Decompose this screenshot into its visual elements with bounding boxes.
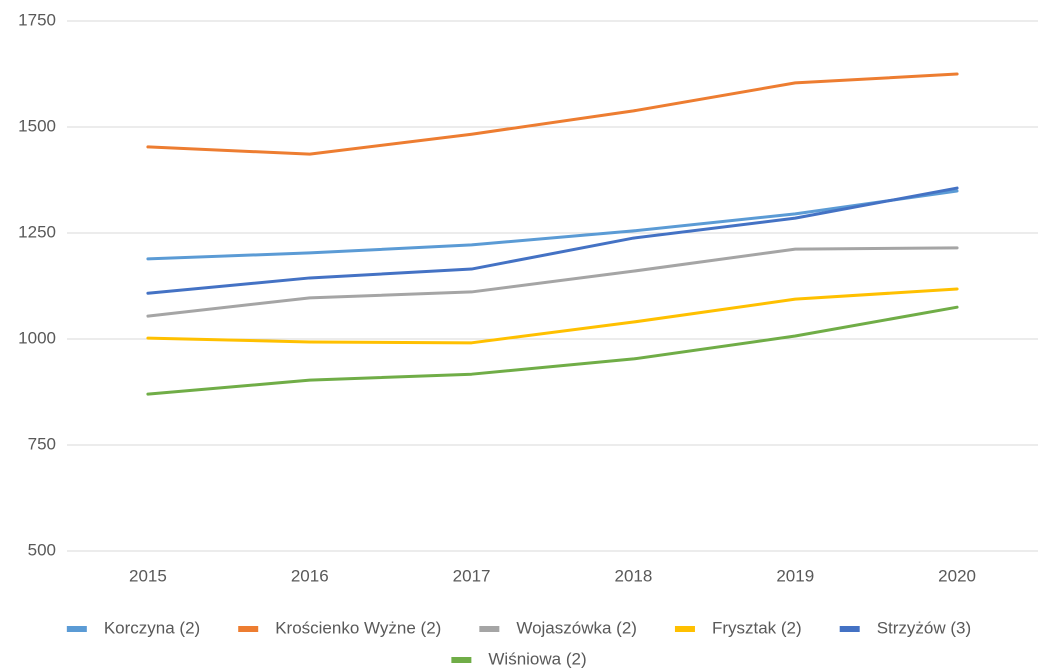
series-line [146,246,959,318]
legend-item: Krościenko Wyżne (2) [238,618,441,637]
legend-label: Strzyżów (3) [877,618,971,637]
series-line [146,189,959,261]
x-tick-label: 2017 [453,566,491,585]
legend-item: Wiśniowa (2) [451,649,587,668]
y-tick-label: 750 [28,434,56,453]
legend-swatch [66,626,87,632]
series-line [146,72,959,156]
x-tick-label: 2015 [129,566,167,585]
series-line [146,305,959,396]
x-tick-label: 2019 [776,566,814,585]
legend-item: Korczyna (2) [66,618,200,637]
y-tick-label: 1000 [18,328,56,347]
legend-item: Wojaszówka (2) [479,618,637,637]
legend-swatch [674,626,695,632]
legend-label: Wiśniowa (2) [488,649,586,668]
legend-swatch [451,657,472,663]
legend-item: Strzyżów (3) [839,618,971,637]
y-tick-label: 500 [28,540,56,559]
legend-label: Wojaszówka (2) [516,618,637,637]
x-tick-label: 2018 [615,566,653,585]
legend-label: Frysztak (2) [712,618,802,637]
series-line [146,287,959,345]
y-tick-label: 1750 [18,10,56,29]
series-line [146,186,959,295]
x-tick-label: 2016 [291,566,329,585]
legend-swatch [238,626,259,632]
legend-swatch [479,626,500,632]
y-tick-label: 1500 [18,116,56,135]
legend-item: Frysztak (2) [674,618,802,637]
x-tick-label: 2020 [938,566,976,585]
legend-label: Krościenko Wyżne (2) [275,618,441,637]
legend-swatch [839,626,860,632]
legend-label: Korczyna (2) [104,618,200,637]
y-tick-label: 1250 [18,222,56,241]
